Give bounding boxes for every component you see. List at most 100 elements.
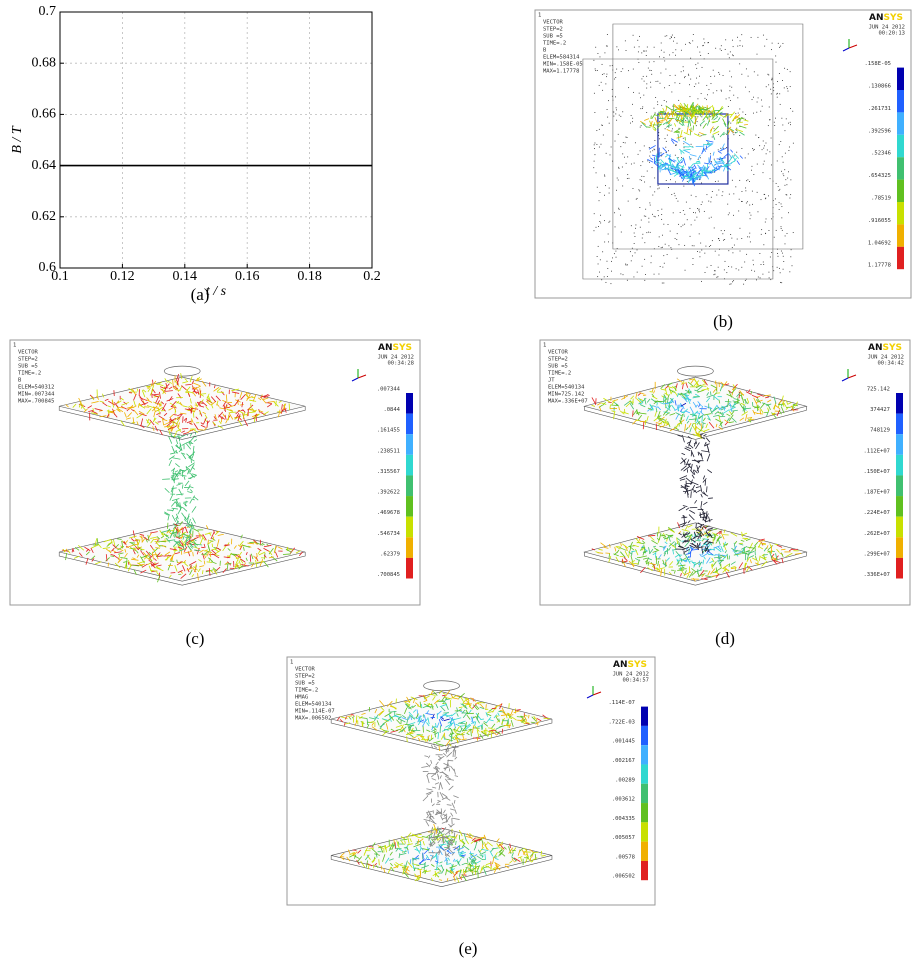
field-dot [771, 79, 772, 80]
field-dot [713, 92, 714, 93]
field-dot [642, 234, 643, 235]
colorbar-cell [406, 434, 413, 455]
field-dot [791, 249, 792, 250]
field-dot [604, 220, 605, 221]
field-dot [665, 113, 666, 114]
field-dot [625, 137, 626, 138]
field-dot [750, 218, 751, 219]
field-dot [788, 212, 789, 213]
x-tick-label: 0.1 [51, 269, 69, 284]
field-dot [676, 198, 677, 199]
colorbar-cell [897, 247, 904, 269]
field-dot [668, 150, 669, 151]
field-dot [704, 42, 705, 43]
field-dot [675, 112, 676, 113]
field-dot [644, 51, 645, 52]
field-dot [769, 119, 770, 120]
field-dot [661, 214, 662, 215]
field-dot [753, 174, 754, 175]
field-dot [683, 66, 684, 67]
field-dot [643, 76, 644, 77]
field-dot [602, 74, 603, 75]
field-dot [732, 252, 733, 253]
field-dot [644, 145, 645, 146]
field-dot [693, 34, 694, 35]
field-dot [732, 54, 733, 55]
field-dot [642, 238, 643, 239]
field-dot [670, 38, 671, 39]
field-dot [610, 283, 611, 284]
field-dot [661, 152, 662, 153]
field-dot [672, 128, 673, 129]
field-dot [600, 215, 601, 216]
field-dot [650, 87, 651, 88]
field-dot [690, 79, 691, 80]
colorbar-cell [641, 745, 648, 764]
field-dot [635, 224, 636, 225]
field-dot [687, 181, 688, 182]
field-dot [654, 140, 655, 141]
field-dot [749, 233, 750, 234]
field-dot [696, 125, 697, 126]
field-dot [739, 108, 740, 109]
field-dot [731, 267, 732, 268]
field-dot [646, 112, 647, 113]
y-tick-label: 0.7 [39, 4, 57, 19]
field-dot [601, 144, 602, 145]
field-dot [778, 186, 779, 187]
field-dot [783, 256, 784, 257]
field-dot [639, 93, 640, 94]
vector-arrow [717, 163, 724, 164]
field-dot [675, 238, 676, 239]
field-dot [641, 52, 642, 53]
field-dot [777, 81, 778, 82]
field-dot [642, 106, 643, 107]
field-dot [715, 181, 716, 182]
legend-label: .336E+07 [864, 572, 891, 578]
field-dot [654, 216, 655, 217]
field-dot [701, 250, 702, 251]
field-dot [631, 225, 632, 226]
field-dot [696, 78, 697, 79]
field-dot [637, 272, 638, 273]
field-dot [734, 155, 735, 156]
field-dot [662, 267, 663, 268]
field-dot [766, 153, 767, 154]
field-dot [601, 82, 602, 83]
field-dot [658, 185, 659, 186]
field-dot [650, 151, 651, 152]
field-dot [606, 74, 607, 75]
field-dot [647, 171, 648, 172]
colorbar-cell [406, 496, 413, 517]
field-dot [644, 216, 645, 217]
field-dot [651, 70, 652, 71]
field-dot [723, 148, 724, 149]
field-dot [788, 123, 789, 124]
field-dot [737, 46, 738, 47]
field-dot [678, 224, 679, 225]
field-dot [704, 98, 705, 99]
field-dot [697, 121, 698, 122]
field-dot [683, 143, 684, 144]
field-dot [665, 244, 666, 245]
field-dot [627, 174, 628, 175]
field-dot [633, 35, 634, 36]
legend-label: 748129 [870, 428, 890, 434]
field-dot [739, 63, 740, 64]
field-dot [710, 153, 711, 154]
field-dot [762, 149, 763, 150]
field-dot [654, 61, 655, 62]
field-dot [644, 182, 645, 183]
field-dot [602, 125, 603, 126]
field-dot [733, 134, 734, 135]
info-line: MIN=725.142 [548, 392, 584, 398]
info-line: STEP=2 [543, 27, 563, 33]
field-dot [689, 96, 690, 97]
field-dot [696, 217, 697, 218]
field-dot [692, 264, 693, 265]
colorbar-cell [896, 558, 903, 579]
field-dot [758, 277, 759, 278]
field-dot [728, 54, 729, 55]
field-dot [652, 167, 653, 168]
field-dot [753, 97, 754, 98]
